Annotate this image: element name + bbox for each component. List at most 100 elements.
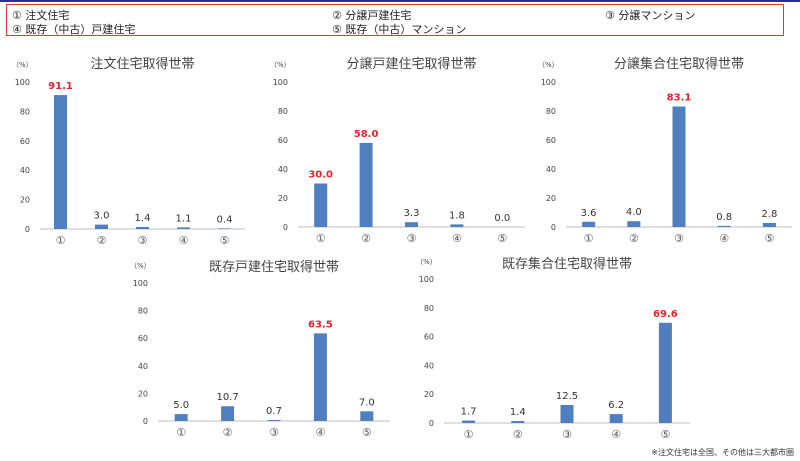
- data-label: 1.8: [449, 210, 465, 221]
- x-tick-label: ③: [674, 232, 684, 245]
- footnote: ※注文住宅は全国、その他は三大都市圏: [651, 448, 794, 457]
- bar: [174, 414, 188, 421]
- data-label: 0.8: [716, 212, 732, 223]
- x-tick-label: ③: [138, 234, 148, 247]
- x-tick-label: ⑤: [220, 234, 230, 247]
- y-tick-label: 60: [138, 334, 148, 343]
- unit-label: （%）: [416, 258, 437, 266]
- unit-label: （%）: [130, 262, 151, 270]
- bar: [582, 221, 596, 227]
- y-tick-label: 0: [283, 223, 288, 232]
- x-tick-label: ②: [223, 426, 233, 439]
- legend-item: ① 注文住宅: [12, 9, 70, 22]
- legend-item: ③ 分譲マンション: [605, 9, 696, 22]
- y-tick-label: 80: [278, 107, 288, 116]
- x-tick-label: ④: [179, 234, 189, 247]
- chart-title: 既存戸建住宅取得世帯: [209, 259, 339, 275]
- bar: [672, 106, 686, 227]
- unit-label: （%）: [538, 61, 559, 69]
- y-tick-label: 20: [424, 390, 434, 399]
- bar: [177, 227, 190, 229]
- data-label: 1.7: [461, 407, 477, 418]
- y-tick-label: 20: [278, 194, 288, 203]
- x-tick-label: ①: [584, 232, 594, 245]
- x-tick-label: ④: [611, 428, 621, 441]
- bar: [511, 420, 525, 423]
- bar: [54, 95, 67, 229]
- chart-title: 分譲集合住宅取得世帯: [614, 56, 744, 72]
- y-tick-label: 40: [424, 361, 434, 370]
- data-label: 83.1: [667, 93, 692, 104]
- y-tick-label: 100: [419, 275, 434, 284]
- x-tick-label: ①: [464, 428, 474, 441]
- x-tick-label: ⑤: [362, 426, 372, 439]
- x-tick-label: ④: [315, 426, 325, 439]
- bar: [95, 224, 108, 229]
- bar: [560, 405, 574, 423]
- data-label: 1.4: [510, 407, 526, 418]
- x-tick-label: ①: [56, 234, 66, 247]
- data-label: 4.0: [626, 207, 642, 218]
- y-tick-label: 20: [546, 194, 556, 203]
- bar: [360, 411, 374, 421]
- y-tick-label: 80: [138, 307, 148, 316]
- y-tick-label: 60: [20, 137, 30, 146]
- legend-item: ② 分譲戸建住宅: [332, 9, 412, 22]
- chart-title: 注文住宅取得世帯: [90, 56, 194, 72]
- unit-label: （%）: [12, 61, 33, 69]
- data-label: 6.2: [608, 400, 624, 411]
- y-tick-label: 100: [15, 78, 30, 87]
- bar: [450, 224, 464, 227]
- x-tick-label: ④: [452, 232, 462, 245]
- bar: [627, 221, 641, 227]
- data-label: 3.3: [404, 208, 420, 219]
- data-label: 3.6: [581, 208, 597, 219]
- y-tick-label: 80: [546, 107, 556, 116]
- bar: [462, 420, 476, 423]
- data-label: 91.1: [48, 81, 73, 92]
- data-label: 30.0: [308, 170, 333, 181]
- bar: [359, 142, 373, 227]
- x-tick-label: ⑤: [660, 428, 670, 441]
- x-tick-label: ⑤: [764, 232, 774, 245]
- y-tick-label: 40: [546, 165, 556, 174]
- data-label: 7.0: [359, 397, 375, 408]
- bar: [313, 333, 327, 421]
- bar: [218, 228, 231, 229]
- x-tick-label: ⑤: [497, 232, 507, 245]
- chart-title: 既存集合住宅取得世帯: [502, 256, 632, 272]
- x-tick-label: ②: [629, 232, 639, 245]
- y-tick-label: 40: [138, 362, 148, 371]
- bar: [136, 226, 149, 229]
- data-label: 69.6: [653, 309, 678, 320]
- bar: [314, 183, 328, 227]
- x-tick-label: ④: [719, 232, 729, 245]
- y-tick-label: 80: [20, 107, 30, 116]
- y-tick-label: 40: [278, 165, 288, 174]
- data-label: 0.7: [266, 406, 282, 417]
- x-tick-label: ②: [513, 428, 523, 441]
- y-tick-label: 0: [143, 417, 148, 426]
- x-tick-label: ①: [316, 232, 326, 245]
- y-tick-label: 20: [20, 196, 30, 205]
- y-tick-label: 40: [20, 166, 30, 175]
- unit-label: （%）: [270, 61, 291, 69]
- y-tick-label: 100: [133, 279, 148, 288]
- x-tick-label: ③: [407, 232, 417, 245]
- legend-item: ④ 既存（中古）戸建住宅: [12, 23, 136, 36]
- legend-item: ⑤ 既存（中古）マンション: [332, 23, 467, 36]
- data-label: 10.7: [216, 392, 238, 403]
- data-label: 5.0: [173, 400, 189, 411]
- x-tick-label: ②: [361, 232, 371, 245]
- bar: [717, 225, 731, 227]
- data-label: 0.4: [217, 214, 233, 225]
- bar: [658, 322, 672, 423]
- y-tick-label: 0: [25, 225, 30, 234]
- x-tick-label: ③: [269, 426, 279, 439]
- data-label: 3.0: [94, 211, 110, 222]
- x-tick-label: ③: [562, 428, 572, 441]
- y-tick-label: 0: [551, 223, 556, 232]
- data-label: 63.5: [308, 319, 333, 330]
- bar: [609, 414, 623, 423]
- bar: [405, 222, 418, 227]
